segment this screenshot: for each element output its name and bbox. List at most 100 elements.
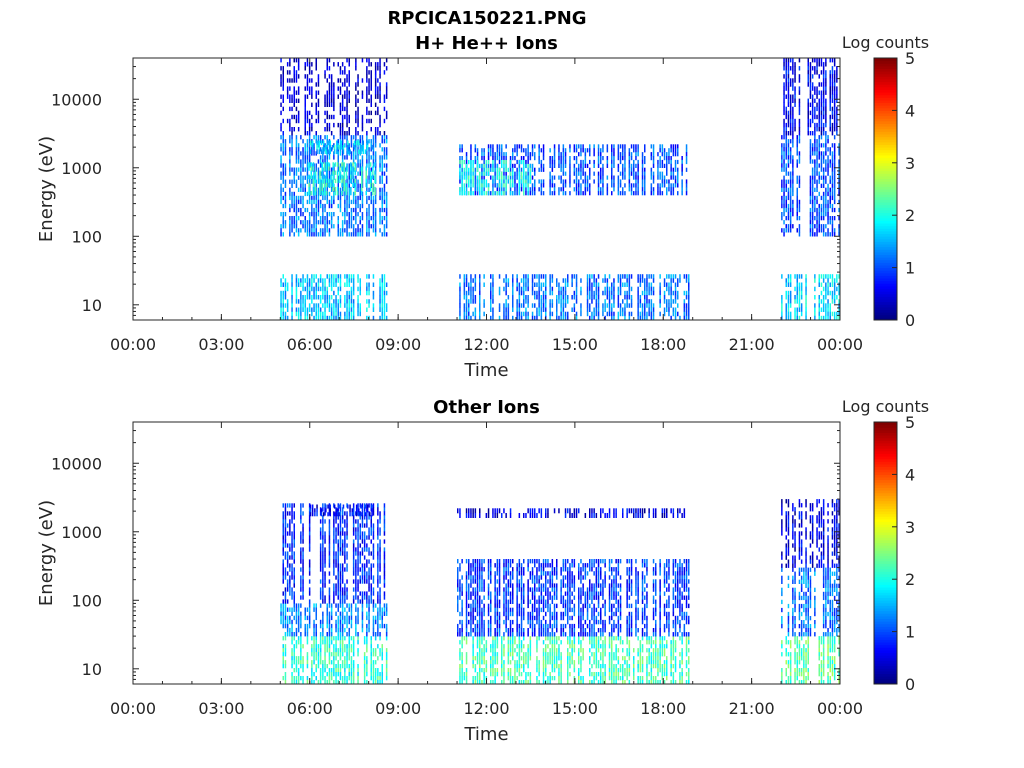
heatmap-cell-band-2	[319, 174, 321, 179]
heatmap-cell-band-2	[354, 178, 356, 184]
heatmap-cell-band-1	[304, 155, 306, 160]
heatmap-cell-band-1	[286, 627, 289, 633]
heatmap-cell-band-0	[350, 656, 353, 661]
heatmap-cell-band-4	[344, 131, 346, 136]
heatmap-cell-band-0	[374, 680, 377, 684]
heatmap-cell-band-1	[359, 135, 361, 140]
heatmap-cell-band-6	[637, 183, 639, 188]
heatmap-cell-band-9	[820, 151, 823, 156]
heatmap-cell-band-0	[372, 672, 375, 677]
heatmap-cell-band-1	[291, 203, 293, 209]
heatmap-cell-band-1	[297, 607, 300, 612]
colorbar-step	[874, 149, 897, 153]
heatmap-cell-band-1	[344, 143, 346, 148]
heatmap-cell-band-0	[304, 307, 306, 312]
heatmap-cell-band-9	[811, 175, 814, 180]
heatmap-cell-band-1	[289, 632, 291, 637]
heatmap-cell-band-0	[328, 315, 331, 320]
heatmap-cell-band-9	[820, 224, 823, 229]
heatmap-cell-band-6	[461, 148, 463, 153]
heatmap-cell-band-5	[659, 290, 661, 296]
heatmap-cell-band-2	[308, 162, 310, 167]
heatmap-cell-band-8	[787, 278, 790, 283]
heatmap-cell-band-4	[357, 106, 359, 112]
heatmap-cell-band-5	[556, 295, 558, 300]
heatmap-cell-band-10	[836, 74, 838, 79]
heatmap-cell-band-6	[542, 156, 545, 161]
heatmap-cell-band-5	[465, 315, 468, 320]
heatmap-cell-band-10	[818, 74, 820, 79]
heatmap-cell-band-0	[282, 274, 284, 279]
heatmap-cell-band-1	[308, 195, 311, 201]
heatmap-cell-band-5	[540, 303, 543, 308]
heatmap-cell-band-6	[670, 175, 672, 180]
heatmap-cell-band-6	[553, 183, 556, 188]
heatmap-cell-band-5	[593, 274, 595, 279]
heatmap-cell-band-1	[357, 203, 359, 209]
heatmap-cell-band-0	[295, 299, 298, 304]
heatmap-cell-band-6	[509, 156, 512, 161]
heatmap-cell-band-1	[300, 228, 302, 233]
heatmap-cell-band-8	[838, 274, 840, 279]
heatmap-cell-band-6	[661, 171, 664, 176]
heatmap-cell-band-9	[820, 216, 823, 221]
heatmap-cell-band-1	[282, 151, 284, 156]
heatmap-cell-band-6	[490, 144, 492, 149]
heatmap-cell-band-4	[317, 74, 320, 79]
heatmap-cell-band-10	[818, 118, 820, 124]
heatmap-cell-band-4	[324, 74, 326, 79]
heatmap-cell-band-4	[328, 114, 331, 120]
heatmap-cell-band-6	[624, 163, 626, 168]
colorbar-step	[874, 191, 897, 195]
heatmap-cell-band-1	[381, 199, 383, 205]
heatmap-cell-band-0	[348, 636, 350, 641]
heatmap-cell-band-6	[661, 183, 664, 188]
heatmap-cell-band-0	[293, 676, 295, 681]
heatmap-cell-band-4	[346, 86, 348, 91]
heatmap-cell-band-1	[357, 143, 359, 148]
heatmap-cell-band-1	[295, 203, 298, 209]
heatmap-cell-band-1	[366, 228, 368, 233]
heatmap-cell-band-9	[781, 187, 783, 192]
heatmap-cell-band-6	[622, 163, 624, 168]
heatmap-cell-band-5	[525, 311, 527, 317]
heatmap-cell-band-6	[606, 159, 609, 165]
heatmap-cell-band-0	[344, 648, 346, 653]
heatmap-cell-band-1	[297, 187, 300, 192]
heatmap-cell-band-6	[652, 191, 655, 196]
heatmap-cell-band-5	[593, 295, 595, 300]
heatmap-cell-band-4	[377, 90, 379, 95]
heatmap-cell-band-0	[322, 636, 324, 641]
heatmap-cell-band-0	[337, 274, 339, 279]
heatmap-cell-band-6	[635, 156, 637, 161]
heatmap-cell-band-0	[322, 286, 324, 292]
heatmap-cell-band-6	[613, 148, 615, 153]
heatmap-cell-band-1	[315, 135, 317, 140]
heatmap-cell-band-10	[789, 110, 792, 116]
heatmap-cell-band-1	[300, 619, 302, 625]
heatmap-cell-band-5	[595, 278, 598, 283]
heatmap-cell-band-5	[516, 274, 518, 279]
heatmap-cell-band-10	[785, 122, 787, 128]
heatmap-cell-band-5	[468, 299, 470, 304]
heatmap-cell-band-6	[562, 159, 565, 165]
heatmap-cell-band-6	[580, 187, 582, 192]
heatmap-cell-band-1	[374, 135, 377, 140]
heatmap-cell-band-1	[346, 155, 348, 160]
heatmap-cell-band-9	[838, 224, 840, 229]
heatmap-cell-band-10	[831, 74, 834, 79]
heatmap-cell-band-9	[787, 187, 790, 192]
heatmap-cell-band-1	[282, 171, 284, 176]
heatmap-cell-band-10	[831, 98, 834, 103]
heatmap-cell-band-10	[818, 122, 820, 128]
heatmap-cell-band-10	[814, 106, 816, 112]
heatmap-cell-band-10	[809, 110, 812, 116]
heatmap-cell-band-5	[492, 315, 494, 320]
heatmap-cell-band-0	[385, 676, 388, 681]
heatmap-cell-band-4	[377, 62, 379, 67]
heatmap-cell-band-0	[366, 668, 368, 673]
heatmap-cell-band-0	[291, 290, 293, 296]
heatmap-cell-band-5	[637, 286, 639, 292]
heatmap-cell-band-10	[833, 106, 836, 112]
heatmap-cell-band-7	[465, 163, 468, 169]
